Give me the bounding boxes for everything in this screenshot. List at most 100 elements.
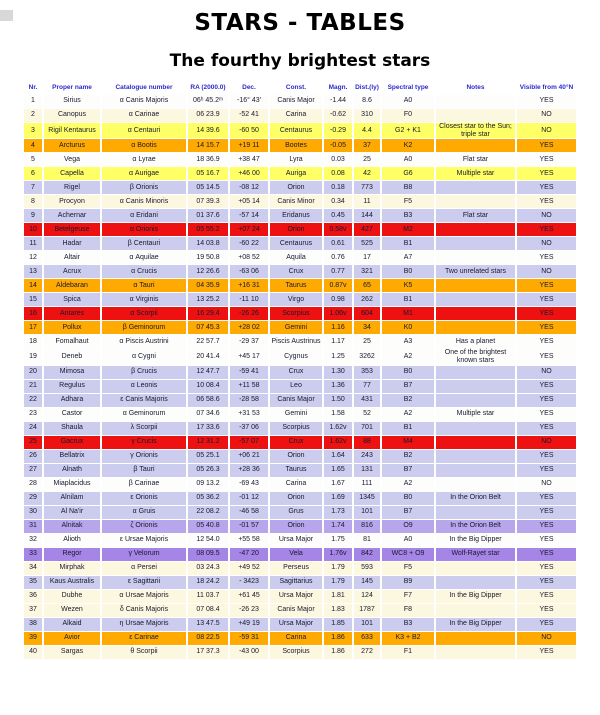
star-row: 28 Miaplacidus β Carinae 09 13.2 -69 43 Carin… [24,477,576,491]
cell-dec: -60 22 [230,237,268,251]
cell-spectral_type: B3 [382,209,434,223]
cell-catalogue: α Crucis [102,265,186,279]
cell-notes [436,365,515,379]
cell-distance_ly: 77 [354,379,380,393]
cell-nr: 35 [24,575,42,589]
cell-dec: -59 31 [230,631,268,645]
cell-ra: 05 40.8 [188,519,228,533]
cell-catalogue: ε Ursae Majoris [102,533,186,547]
cell-nr: 16 [24,307,42,321]
column-header-catalogue: Catalogue number [115,84,173,91]
cell-catalogue: α Carinae [102,109,186,122]
cell-visible_from_40N: YES [517,533,576,547]
cell-catalogue: α Aquilae [102,251,186,265]
stars-table: Nr. Proper name Catalogue number RA (2000.0… [22,81,578,660]
cell-spectral_type: K3 + B2 [382,631,434,645]
cell-name: Kaus Australis [44,575,100,589]
star-row: 7 Rigel β Orionis 05 14.5 -08 12 Orion 0.18 773… [24,181,576,195]
cell-spectral_type: F0 [382,109,434,122]
cell-nr: 5 [24,153,42,167]
cell-spectral_type: K5 [382,279,434,293]
cell-name: Wezen [44,603,100,617]
cell-magnitude: 0.18 [324,181,352,195]
cell-spectral_type: A2 [382,407,434,421]
cell-nr: 31 [24,519,42,533]
cell-nr: 10 [24,223,42,237]
cell-nr: 3 [24,123,42,139]
cell-notes [436,561,515,575]
cell-spectral_type: F7 [382,589,434,603]
cell-constellation: Gemini [270,407,322,421]
cell-name: Vega [44,153,100,167]
cell-notes: Multiple star [436,407,515,421]
cell-name: Regulus [44,379,100,393]
cell-nr: 37 [24,603,42,617]
cell-nr: 36 [24,589,42,603]
cell-catalogue: α Orionis [102,223,186,237]
cell-visible_from_40N: YES [517,421,576,435]
cell-nr: 14 [24,279,42,293]
cell-magnitude: 1.62v [324,421,352,435]
cell-constellation: Bootes [270,139,322,153]
cell-notes: Multiple star [436,167,515,181]
cell-distance_ly: 633 [354,631,380,645]
cell-notes [436,463,515,477]
cell-constellation: Gemini [270,321,322,335]
cell-ra: 14 15.7 [188,139,228,153]
cell-spectral_type: A0 [382,153,434,167]
cell-nr: 15 [24,293,42,307]
cell-name: Castor [44,407,100,421]
cell-spectral_type: O9 [382,519,434,533]
cell-spectral_type: F8 [382,603,434,617]
star-row: 17 Pollux β Geminorum 07 45.3 +28 02 Gemini 1.… [24,321,576,335]
cell-notes [436,631,515,645]
cell-dec: -69 43 [230,477,268,491]
cell-constellation: Carina [270,631,322,645]
star-row: 37 Wezen δ Canis Majoris 07 08.4 -26 23 Canis… [24,603,576,617]
cell-dec: -57 07 [230,435,268,449]
cell-ra: 06 23.9 [188,109,228,122]
cell-nr: 29 [24,491,42,505]
cell-spectral_type: A2 [382,349,434,365]
cell-dec: +19 11 [230,139,268,153]
cell-ra: 18 36.9 [188,153,228,167]
cell-magnitude: 0.45 [324,209,352,223]
cell-magnitude: 1.16 [324,321,352,335]
cell-notes [436,195,515,209]
cell-catalogue: β Orionis [102,181,186,195]
cell-catalogue: β Geminorum [102,321,186,335]
stars-table-body: 1 Sirius α Canis Majoris 06ʰ 45.2ᵐ -16° 43′ C… [24,95,576,659]
cell-distance_ly: 310 [354,109,380,122]
star-row: 32 Alioth ε Ursae Majoris 12 54.0 +55 58 Ursa… [24,533,576,547]
cell-spectral_type: A0 [382,95,434,108]
cell-name: Mirphak [44,561,100,575]
cell-magnitude: 1.06v [324,307,352,321]
cell-nr: 39 [24,631,42,645]
star-row: 10 Betelgeuse α Orionis 05 55.2 +07 24 Orion 0… [24,223,576,237]
cell-visible_from_40N: YES [517,279,576,293]
cell-spectral_type: B2 [382,393,434,407]
cell-ra: 05 26.3 [188,463,228,477]
cell-name: Shaula [44,421,100,435]
column-header-spectral_type: Spectral type [387,84,429,91]
cell-magnitude: 1.17 [324,335,352,349]
star-row: 36 Dubhe α Ursae Majoris 11 03.7 +61 45 Ursa … [24,589,576,603]
cell-constellation: Grus [270,505,322,519]
cell-notes: Has a planet [436,335,515,349]
cell-name: Deneb [44,349,100,365]
cell-notes [436,393,515,407]
cell-name: Alnitak [44,519,100,533]
cell-constellation: Canis Major [270,95,322,108]
cell-visible_from_40N: YES [517,519,576,533]
cell-spectral_type: B7 [382,379,434,393]
cell-visible_from_40N: YES [517,167,576,181]
star-row: 9 Achernar α Eridani 01 37.6 -57 14 Eridanus 0… [24,209,576,223]
cell-constellation: Auriga [270,167,322,181]
cell-ra: 04 35.9 [188,279,228,293]
cell-catalogue: η Ursae Majoris [102,617,186,631]
cell-nr: 6 [24,167,42,181]
cell-ra: 03 24.3 [188,561,228,575]
cell-visible_from_40N: YES [517,195,576,209]
cell-constellation: Virgo [270,293,322,307]
cell-visible_from_40N: YES [517,547,576,561]
